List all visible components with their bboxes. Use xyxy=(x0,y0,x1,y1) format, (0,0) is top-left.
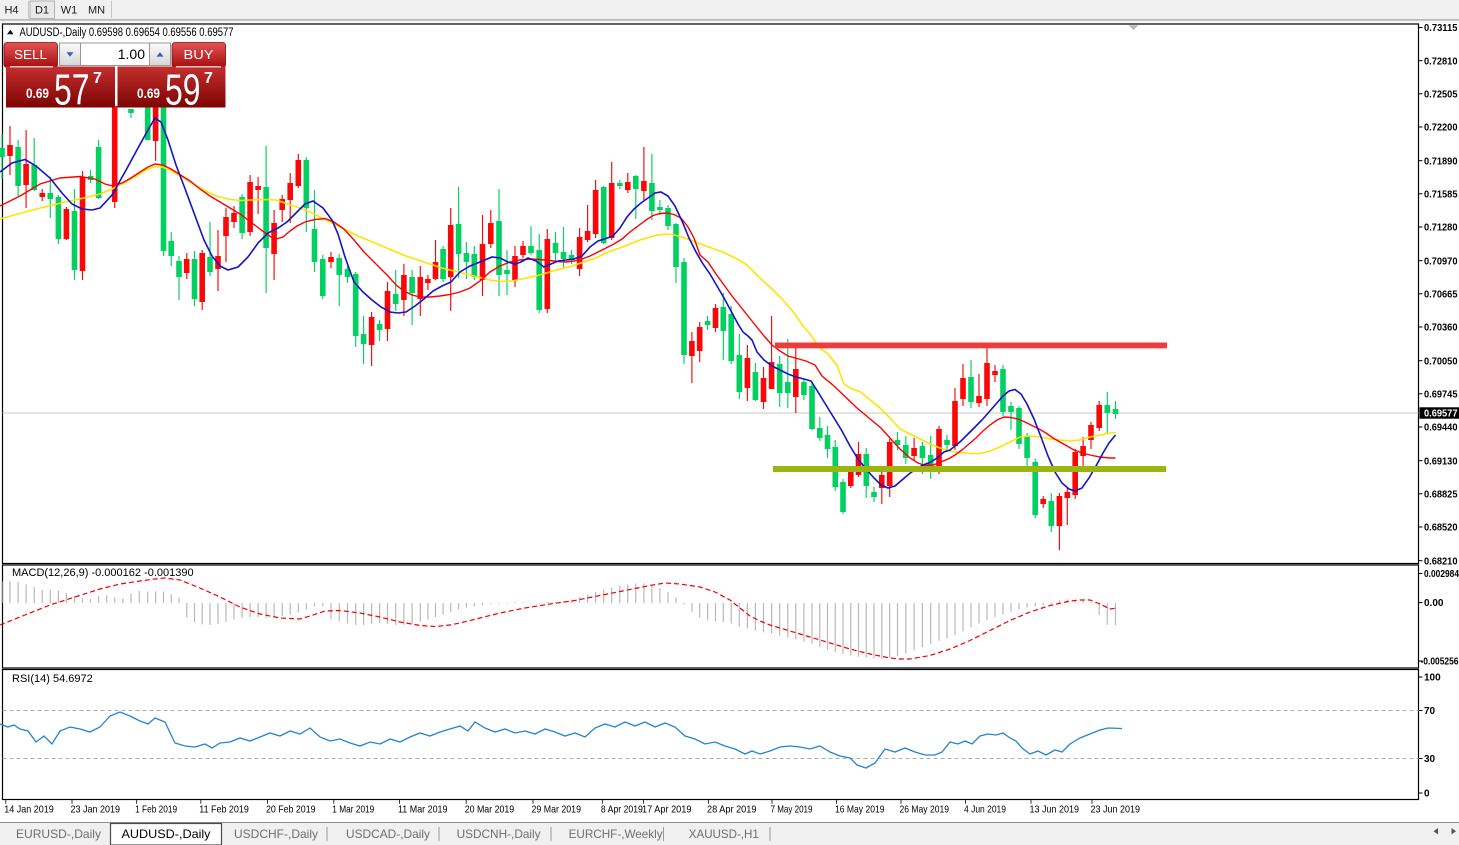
svg-text:57: 57 xyxy=(54,66,90,115)
svg-text:26 May 2019: 26 May 2019 xyxy=(900,804,950,816)
svg-text:0.71585: 0.71585 xyxy=(1424,189,1458,200)
svg-text:USDCNH-,Daily: USDCNH-,Daily xyxy=(457,827,541,841)
svg-text:1.00: 1.00 xyxy=(118,46,145,62)
svg-text:0.68520: 0.68520 xyxy=(1424,523,1458,534)
svg-text:AUDUSD-,Daily 0.69598 0.69654: AUDUSD-,Daily 0.69598 0.69654 0.69556 0.… xyxy=(20,27,234,39)
svg-text:0.69577: 0.69577 xyxy=(1424,408,1458,419)
svg-text:AUDUSD-,Daily: AUDUSD-,Daily xyxy=(122,827,211,841)
svg-text:7 May 2019: 7 May 2019 xyxy=(771,804,813,816)
svg-text:7: 7 xyxy=(93,70,102,87)
svg-text:7: 7 xyxy=(204,70,213,87)
svg-text:MN: MN xyxy=(88,5,105,17)
svg-text:0.72200: 0.72200 xyxy=(1424,123,1458,134)
svg-text:1 Feb 2019: 1 Feb 2019 xyxy=(135,804,177,816)
svg-text:0.69745: 0.69745 xyxy=(1424,389,1458,400)
svg-text:0.002984: 0.002984 xyxy=(1424,569,1459,580)
svg-text:59: 59 xyxy=(165,66,201,115)
svg-text:USDCHF-,Daily: USDCHF-,Daily xyxy=(234,827,318,841)
svg-text:29 Mar 2019: 29 Mar 2019 xyxy=(532,804,582,816)
svg-text:0.68210: 0.68210 xyxy=(1424,556,1458,567)
svg-text:8 Apr 2019: 8 Apr 2019 xyxy=(601,804,643,816)
svg-text:16 May 2019: 16 May 2019 xyxy=(835,804,885,816)
svg-text:23 Jun 2019: 23 Jun 2019 xyxy=(1091,804,1141,816)
svg-text:0.00: 0.00 xyxy=(1424,598,1444,609)
svg-text:D1: D1 xyxy=(35,5,49,17)
svg-text:0.70665: 0.70665 xyxy=(1424,289,1458,300)
svg-text:14 Jan 2019: 14 Jan 2019 xyxy=(4,804,54,816)
svg-text:1 Mar 2019: 1 Mar 2019 xyxy=(332,804,374,816)
svg-text:11 Feb 2019: 11 Feb 2019 xyxy=(199,804,249,816)
svg-text:4 Jun 2019: 4 Jun 2019 xyxy=(964,804,1006,816)
svg-text:0.70050: 0.70050 xyxy=(1424,356,1458,367)
svg-text:MACD(12,26,9) -0.000162 -0.001: MACD(12,26,9) -0.000162 -0.001390 xyxy=(12,567,194,579)
svg-text:20 Mar 2019: 20 Mar 2019 xyxy=(465,804,515,816)
svg-text:EURUSD-,Daily: EURUSD-,Daily xyxy=(16,827,101,841)
svg-text:0.72505: 0.72505 xyxy=(1424,89,1458,100)
svg-text:USDCAD-,Daily: USDCAD-,Daily xyxy=(346,827,430,841)
svg-text:0.71890: 0.71890 xyxy=(1424,156,1458,167)
svg-text:EURCHF-,Weekly: EURCHF-,Weekly xyxy=(569,827,663,841)
svg-text:28 Apr 2019: 28 Apr 2019 xyxy=(707,804,757,816)
svg-text:-0.005256: -0.005256 xyxy=(1421,657,1459,668)
svg-text:W1: W1 xyxy=(61,5,78,17)
svg-text:0.69130: 0.69130 xyxy=(1424,456,1458,467)
svg-text:RSI(14) 54.6972: RSI(14) 54.6972 xyxy=(12,673,93,685)
svg-text:100: 100 xyxy=(1424,673,1441,684)
svg-text:0.70360: 0.70360 xyxy=(1424,323,1458,334)
svg-text:0.70970: 0.70970 xyxy=(1424,256,1458,267)
svg-text:0.69: 0.69 xyxy=(137,86,160,101)
svg-text:0.69: 0.69 xyxy=(26,86,49,101)
svg-text:0.69440: 0.69440 xyxy=(1424,423,1458,434)
svg-text:20 Feb 2019: 20 Feb 2019 xyxy=(266,804,316,816)
svg-text:23 Jan 2019: 23 Jan 2019 xyxy=(71,804,121,816)
svg-text:0: 0 xyxy=(1424,789,1430,800)
svg-text:11 Mar 2019: 11 Mar 2019 xyxy=(398,804,448,816)
svg-text:30: 30 xyxy=(1424,754,1436,765)
svg-text:BUY: BUY xyxy=(184,48,215,62)
svg-text:0.72810: 0.72810 xyxy=(1424,56,1458,67)
svg-text:SELL: SELL xyxy=(14,48,47,62)
svg-text:0.68825: 0.68825 xyxy=(1424,489,1458,500)
svg-text:13 Jun 2019: 13 Jun 2019 xyxy=(1030,804,1080,816)
svg-text:70: 70 xyxy=(1424,706,1436,717)
svg-text:XAUUSD-,H1: XAUUSD-,H1 xyxy=(689,827,759,841)
svg-text:0.71280: 0.71280 xyxy=(1424,223,1458,234)
svg-text:17 Apr 2019: 17 Apr 2019 xyxy=(642,804,692,816)
svg-text:0.73115: 0.73115 xyxy=(1424,23,1458,34)
svg-text:H4: H4 xyxy=(4,5,18,17)
